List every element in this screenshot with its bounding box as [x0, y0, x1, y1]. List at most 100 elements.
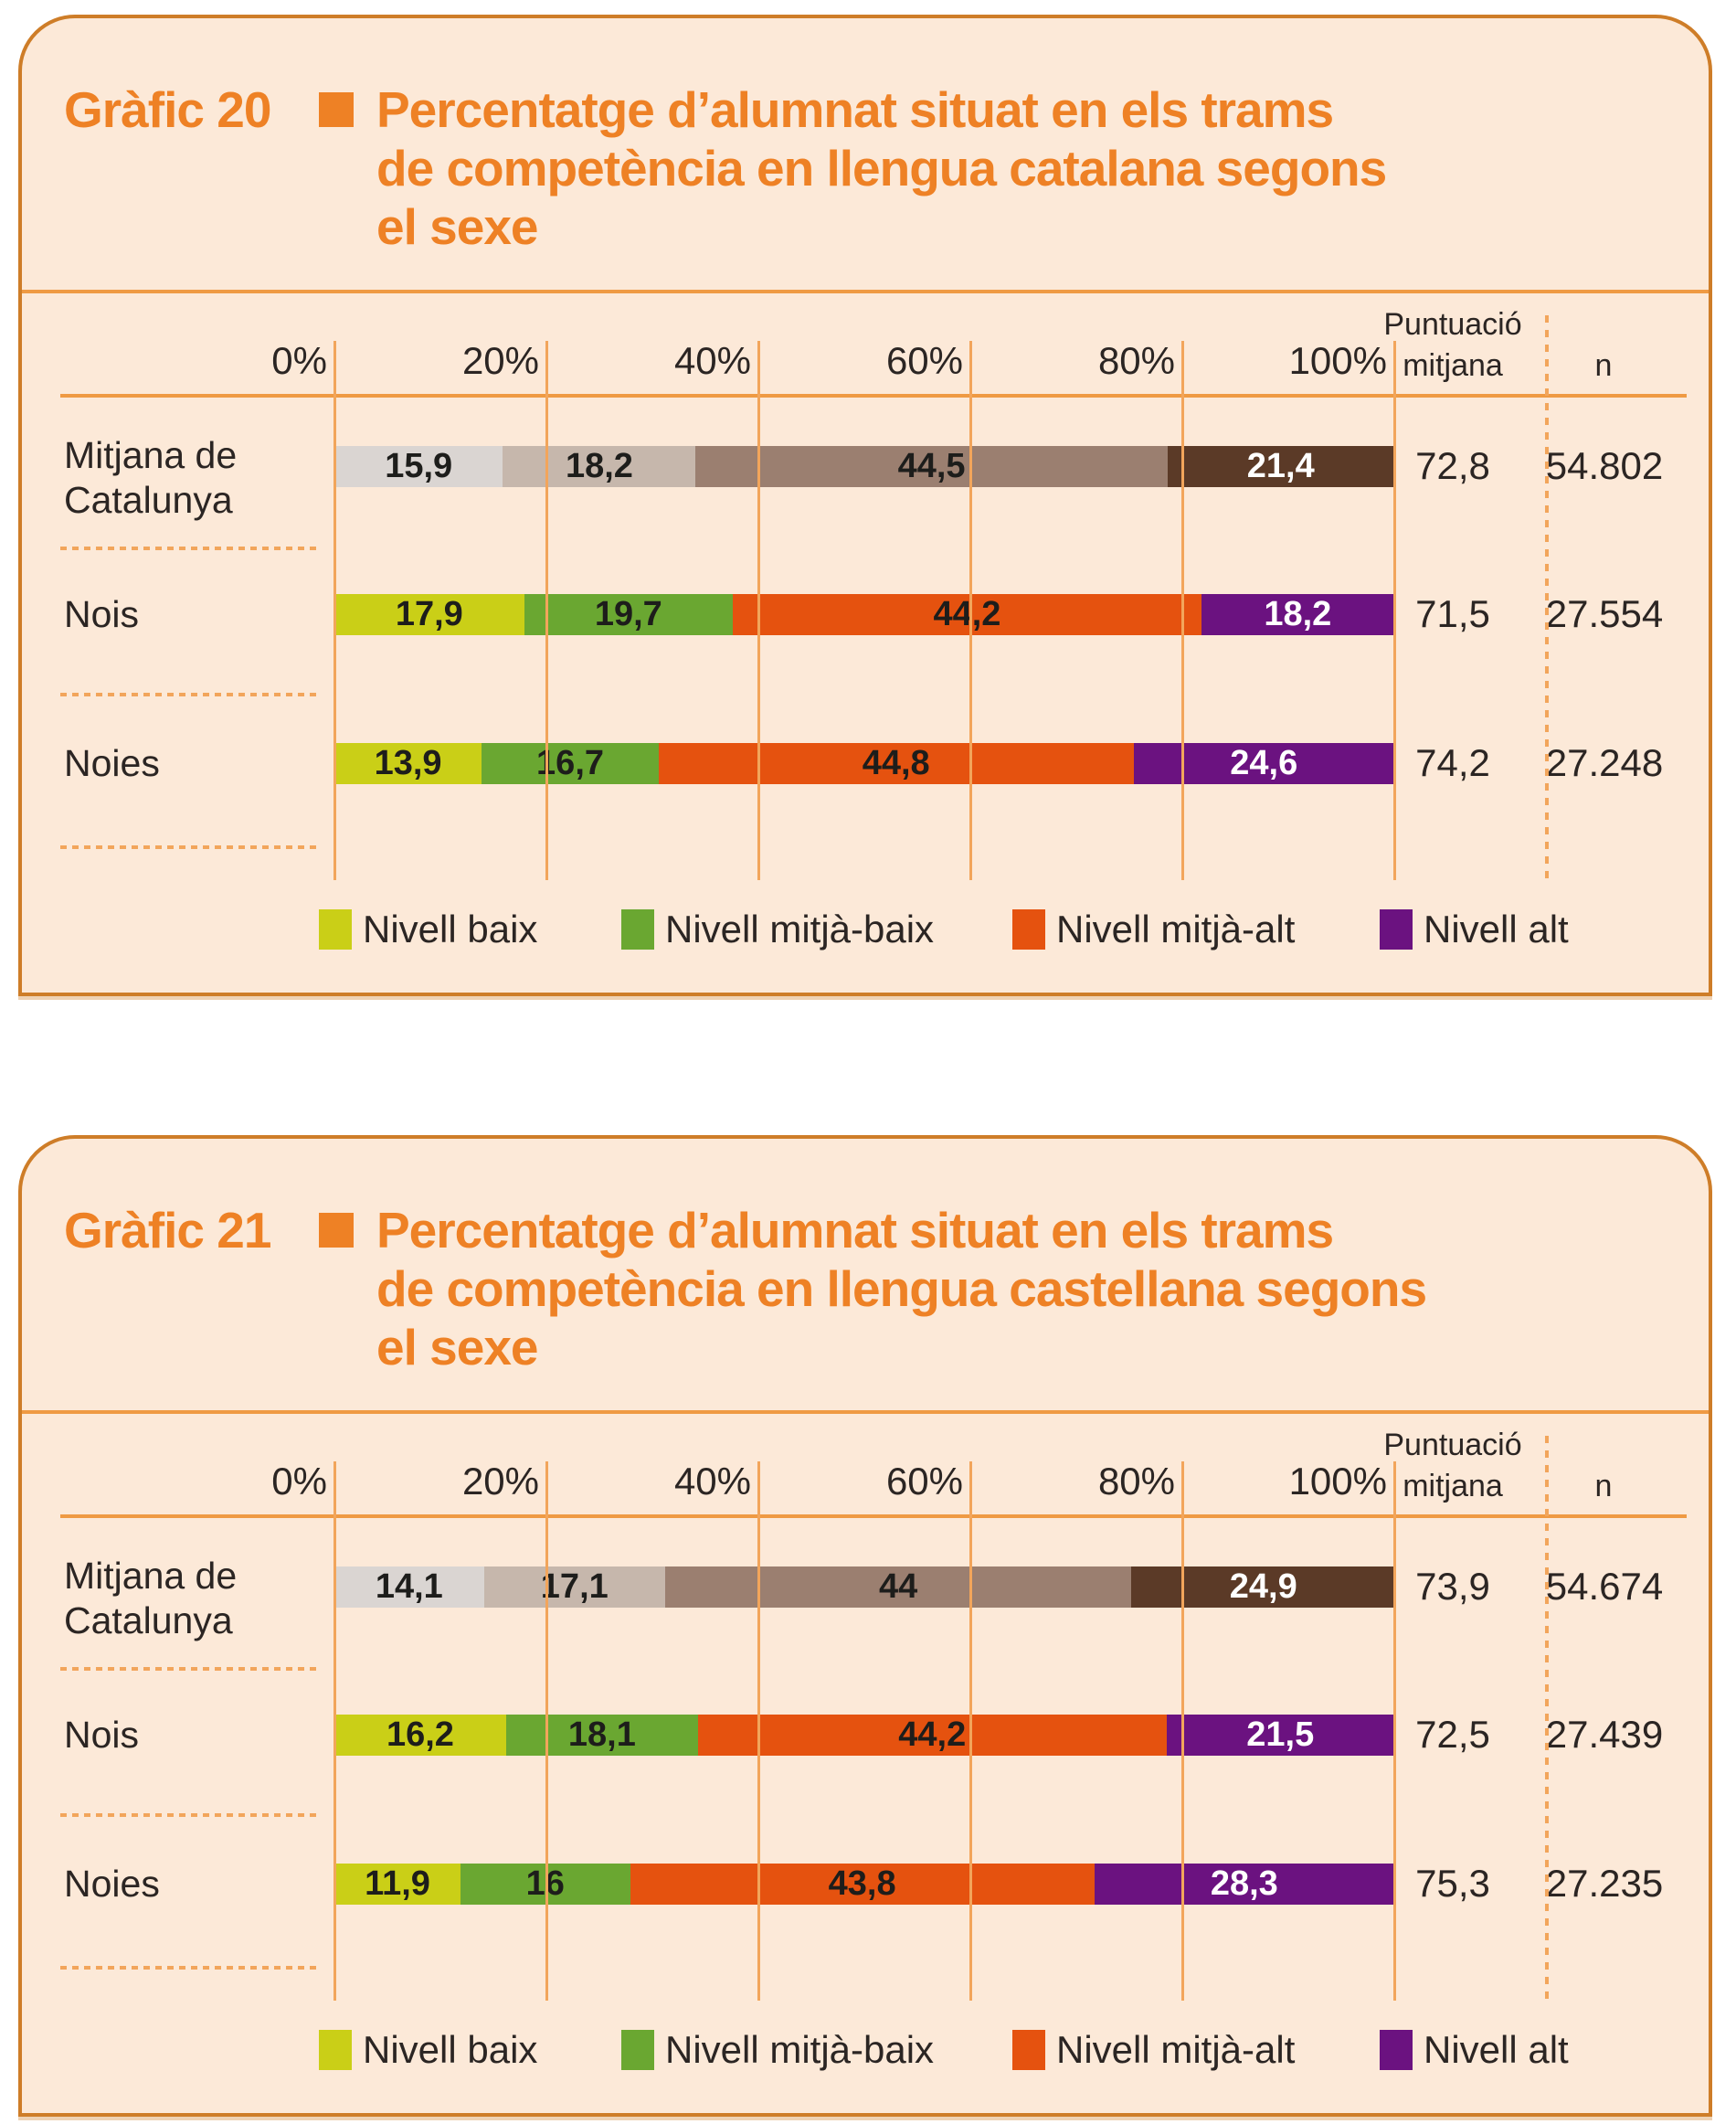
x-axis-tick-label: 80%	[1097, 1460, 1175, 1503]
header-underline	[60, 1514, 1687, 1518]
chart-title-line: el sexe	[376, 1319, 539, 1375]
bar-segment-nivell-mitja-alt: 44,5	[695, 446, 1168, 487]
n-column-dotted-line	[1545, 315, 1549, 880]
bar-segment-nivell-alt: 28,3	[1094, 1864, 1394, 1905]
bar-segment-nivell-alt: 21,4	[1167, 446, 1394, 487]
row-label-mitjana: Mitjana de Catalunya	[64, 434, 238, 521]
x-axis-tick-label: 40%	[673, 1460, 751, 1503]
x-axis-tick-label: 60%	[885, 1460, 963, 1503]
bar-segment-nivell-mitja-baix: 16	[460, 1864, 630, 1905]
row-label-noies: Noies	[64, 742, 160, 784]
legend-label: Nivell alt	[1424, 908, 1569, 950]
bar-segment-nivell-alt: 24,9	[1131, 1566, 1396, 1608]
bar-segment-nivell-alt: 18,2	[1201, 594, 1394, 635]
column-header-puntuacio: Puntuació mitjana	[1383, 307, 1522, 383]
row-dotted-separator	[60, 1667, 322, 1671]
bar-segment-nivell-baix: 17,9	[334, 594, 524, 635]
puntuacio-value: 75,3	[1415, 1862, 1490, 1905]
n-value: 54.802	[1545, 444, 1664, 487]
legend-swatch-nivell-alt	[1380, 2030, 1413, 2070]
bar-segment-nivell-mitja-baix: 16,7	[482, 743, 659, 784]
gridline	[1181, 341, 1184, 880]
gridline	[1181, 1461, 1184, 2001]
chart-title-line: Percentatge d’alumnat situat en els tram…	[376, 1202, 1334, 1258]
legend-swatch-nivell-mitja-alt	[1012, 909, 1045, 950]
bar-segment-nivell-alt: 24,6	[1133, 743, 1394, 784]
stacked-bar-noies: 13,9 16,7 44,8 24,6	[334, 743, 1394, 784]
x-axis-tick-label: 80%	[1097, 339, 1175, 382]
legend-swatch-nivell-mitja-baix	[621, 2030, 654, 2070]
legend-swatch-nivell-mitja-baix	[621, 909, 654, 950]
bar-segment-nivell-mitja-alt: 44	[664, 1566, 1132, 1608]
legend-label: Nivell mitjà-alt	[1056, 908, 1296, 950]
legend-label: Nivell baix	[363, 908, 538, 950]
bar-segment-nivell-baix: 15,9	[334, 446, 503, 487]
row-dotted-separator	[60, 845, 322, 849]
legend-swatch-nivell-alt	[1380, 909, 1413, 950]
puntuacio-value: 71,5	[1415, 592, 1490, 635]
gridline	[1393, 341, 1396, 880]
gridline	[333, 1461, 336, 2001]
legend-label: Nivell mitjà-baix	[665, 908, 935, 950]
bar-segment-nivell-baix: 13,9	[334, 743, 482, 784]
puntuacio-value: 72,5	[1415, 1713, 1490, 1756]
chart-title-line: de competència en llengua catalana segon…	[376, 140, 1387, 196]
n-value: 27.439	[1545, 1713, 1664, 1756]
bar-segment-nivell-baix: 16,2	[334, 1715, 506, 1756]
puntuacio-value: 73,9	[1415, 1565, 1490, 1608]
x-axis-tick-label: 0%	[271, 339, 327, 382]
column-header-n: n	[1594, 348, 1613, 383]
title-separator-line	[22, 290, 1709, 293]
legend-swatch-nivell-baix	[319, 909, 352, 950]
x-axis-tick-label: 20%	[461, 1460, 539, 1503]
chart-title-line: de competència en llengua castellana seg…	[376, 1260, 1427, 1317]
bar-segment-nivell-mitja-baix: 19,7	[524, 594, 734, 635]
n-value: 27.235	[1545, 1862, 1664, 1905]
header-underline	[60, 394, 1687, 398]
x-axis-tick-label: 20%	[461, 339, 539, 382]
stacked-bar-mitjana: 14,1 17,1 44 24,9	[334, 1566, 1396, 1608]
chart-title: Percentatge d’alumnat situat en els tram…	[376, 80, 1387, 256]
title-bullet-square-icon	[319, 1213, 354, 1248]
x-axis-tick-label: 100%	[1288, 1460, 1387, 1503]
bar-segment-nivell-alt: 21,5	[1166, 1715, 1394, 1756]
chart-title-line: Percentatge d’alumnat situat en els tram…	[376, 81, 1334, 138]
row-dotted-separator	[60, 1813, 322, 1817]
bar-segment-nivell-mitja-alt: 44,2	[733, 594, 1201, 635]
n-column-dotted-line	[1545, 1436, 1549, 2001]
legend-swatch-nivell-baix	[319, 2030, 352, 2070]
legend-label: Nivell alt	[1424, 2028, 1569, 2071]
stacked-bar-nois: 17,9 19,7 44,2 18,2	[334, 594, 1394, 635]
bar-segment-nivell-baix: 14,1	[334, 1566, 484, 1608]
stacked-bar-mitjana: 15,9 18,2 44,5 21,4	[334, 446, 1394, 487]
chart-panel-grafic-21: Gràfic 21 Percentatge d’alumnat situat e…	[18, 1135, 1712, 2117]
row-dotted-separator	[60, 1966, 322, 1970]
title-separator-line	[22, 1410, 1709, 1414]
column-header-puntuacio: Puntuació mitjana	[1383, 1428, 1522, 1503]
bar-segment-nivell-mitja-alt: 44,2	[697, 1715, 1167, 1756]
column-header-n: n	[1594, 1469, 1613, 1503]
legend-label: Nivell mitjà-baix	[665, 2028, 935, 2071]
chart-panel-grafic-20: Gràfic 20 Percentatge d’alumnat situat e…	[18, 15, 1712, 996]
legend-label: Nivell baix	[363, 2028, 538, 2071]
row-dotted-separator	[60, 693, 322, 696]
x-axis-tick-label: 0%	[271, 1460, 327, 1503]
chart-title-line: el sexe	[376, 198, 539, 255]
x-axis-tick-label: 60%	[885, 339, 963, 382]
n-value: 27.248	[1545, 741, 1664, 784]
x-axis-tick-label: 40%	[673, 339, 751, 382]
gridline	[969, 341, 972, 880]
puntuacio-value: 72,8	[1415, 444, 1490, 487]
row-label-noies: Noies	[64, 1863, 160, 1905]
puntuacio-value: 74,2	[1415, 741, 1490, 784]
stacked-bar-nois: 16,2 18,1 44,2 21,5	[334, 1715, 1394, 1756]
row-label-nois: Nois	[64, 1714, 140, 1756]
gridline	[545, 1461, 548, 2001]
gridline	[545, 341, 548, 880]
n-value: 54.674	[1545, 1565, 1664, 1608]
title-bullet-square-icon	[319, 92, 354, 127]
gridline	[1393, 1461, 1396, 2001]
gridline	[757, 341, 760, 880]
bar-segment-nivell-mitja-baix: 18,2	[503, 446, 696, 487]
